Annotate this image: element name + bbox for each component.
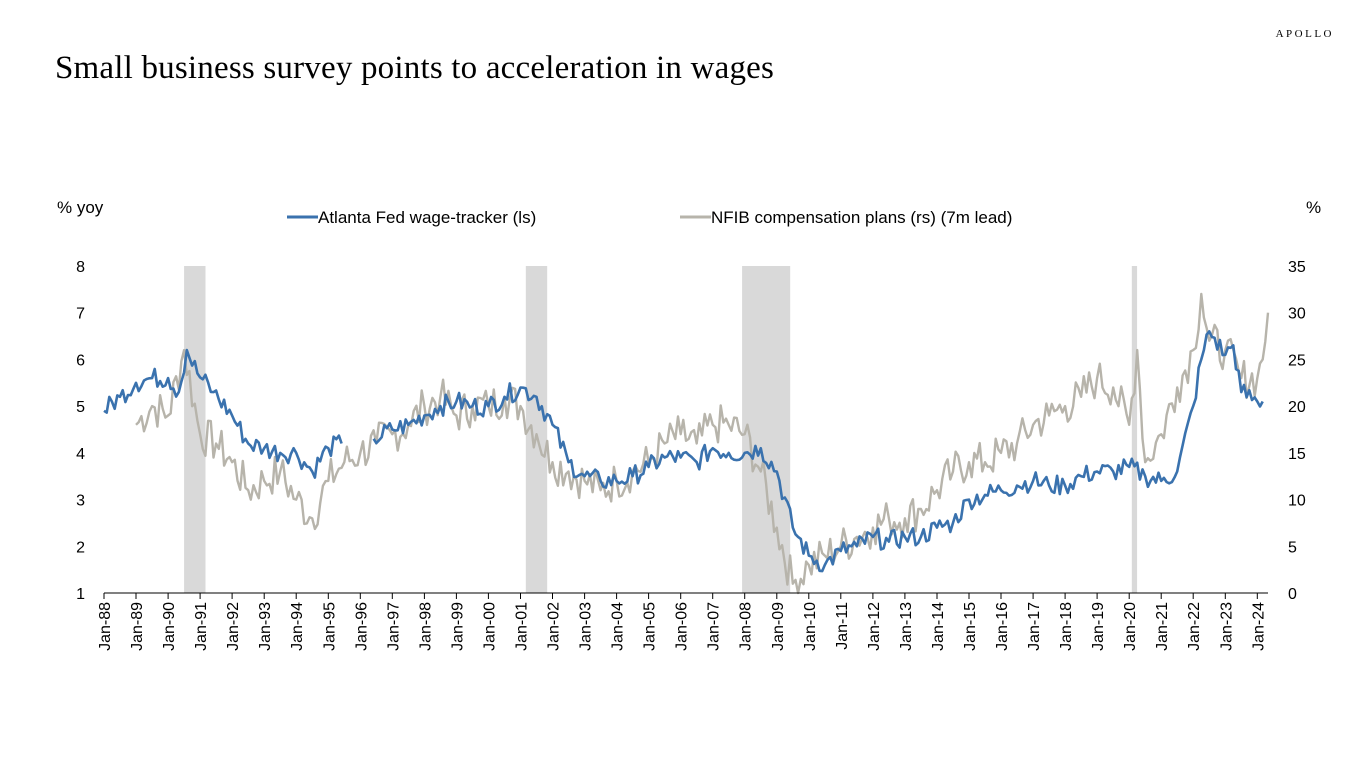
right-tick-label: 0 (1288, 586, 1297, 603)
x-tick-label: Jan-00 (481, 602, 498, 651)
right-tick-label: 20 (1288, 399, 1306, 416)
x-tick-label: Jan-20 (1122, 602, 1139, 651)
x-tick-label: Jan-08 (738, 602, 755, 651)
series-line-nfib (135, 292, 1270, 595)
left-tick-label: 1 (76, 586, 85, 603)
x-tick-label: Jan-16 (994, 602, 1011, 651)
x-tick-label: Jan-19 (1090, 602, 1107, 651)
x-tick-label: Jan-07 (706, 602, 723, 651)
page-title: Small business survey points to accelera… (55, 50, 775, 86)
recession-band-4 (1131, 266, 1138, 593)
x-tick-label: Jan-94 (289, 602, 306, 651)
x-tick-label: Jan-02 (546, 602, 563, 651)
x-tick-label: Jan-93 (257, 602, 274, 651)
x-tick-label: Jan-11 (834, 602, 851, 650)
x-tick-label: Jan-89 (129, 602, 146, 651)
left-axis-label: % yoy (57, 198, 104, 217)
x-tick-label: Jan-98 (417, 602, 434, 651)
x-tick-label: Jan-91 (193, 602, 210, 651)
x-tick-label: Jan-10 (802, 602, 819, 651)
legend-label-atlanta-fed: Atlanta Fed wage-tracker (ls) (318, 208, 536, 227)
x-tick-label: Jan-97 (385, 602, 402, 651)
series-line-atlanta-fed-part-2 (372, 330, 1264, 573)
x-tick-label: Jan-06 (674, 602, 691, 651)
right-tick-label: 10 (1288, 493, 1306, 510)
x-tick-label: Jan-92 (225, 602, 242, 651)
x-tick-label: Jan-01 (514, 602, 531, 651)
x-tick-label: Jan-17 (1026, 602, 1043, 651)
right-axis-ticks: 35 30 25 20 15 10 5 0 (1288, 259, 1306, 603)
x-tick-label: Jan-22 (1186, 602, 1203, 651)
x-tick-label: Jan-21 (1154, 602, 1171, 651)
legend-label-nfib: NFIB compensation plans (rs) (7m lead) (711, 208, 1012, 227)
recession-shading (184, 266, 1138, 593)
x-tick-label: Jan-24 (1250, 602, 1267, 651)
recession-band-3 (742, 266, 791, 593)
series-line-atlanta-fed (103, 348, 343, 479)
left-tick-label: 6 (76, 352, 85, 369)
brand-logo: APOLLO (1275, 28, 1334, 40)
right-tick-label: 5 (1288, 539, 1297, 556)
x-tick-label: Jan-99 (449, 602, 466, 651)
x-axis-ticks: Jan-88 Jan-89 Jan-90 Jan-91 Jan-92 Jan-93 Jan-… (97, 593, 1267, 651)
x-tick-label: Jan-09 (770, 602, 787, 651)
x-tick-label: Jan-03 (578, 602, 595, 651)
left-tick-label: 2 (76, 539, 85, 556)
left-tick-label: 5 (76, 399, 85, 416)
x-tick-label: Jan-88 (97, 602, 114, 651)
right-tick-label: 30 (1288, 306, 1306, 323)
left-tick-label: 7 (76, 306, 85, 323)
x-tick-label: Jan-15 (962, 602, 979, 651)
x-tick-label: Jan-96 (353, 602, 370, 651)
x-tick-label: Jan-14 (930, 602, 947, 651)
x-tick-label: Jan-13 (898, 602, 915, 651)
right-axis-label: % (1306, 198, 1321, 217)
left-tick-label: 3 (76, 493, 85, 510)
right-tick-label: 35 (1288, 259, 1306, 276)
x-tick-label: Jan-23 (1218, 602, 1235, 651)
x-tick-label: Jan-95 (321, 602, 338, 651)
recession-band-2 (525, 266, 548, 593)
x-tick-label: Jan-90 (161, 602, 178, 651)
series-lines (103, 292, 1270, 595)
right-tick-label: 15 (1288, 446, 1306, 463)
right-tick-label: 25 (1288, 352, 1306, 369)
left-axis-ticks: 8 7 6 5 4 3 2 1 (76, 259, 85, 603)
legend: Atlanta Fed wage-tracker (ls) NFIB compe… (287, 208, 1012, 227)
x-tick-label: Jan-18 (1058, 602, 1075, 651)
left-tick-label: 8 (76, 259, 85, 276)
recession-band-1 (184, 266, 206, 593)
left-tick-label: 4 (76, 446, 85, 463)
x-tick-label: Jan-04 (610, 602, 627, 651)
x-tick-label: Jan-12 (866, 602, 883, 651)
x-tick-label: Jan-05 (642, 602, 659, 651)
